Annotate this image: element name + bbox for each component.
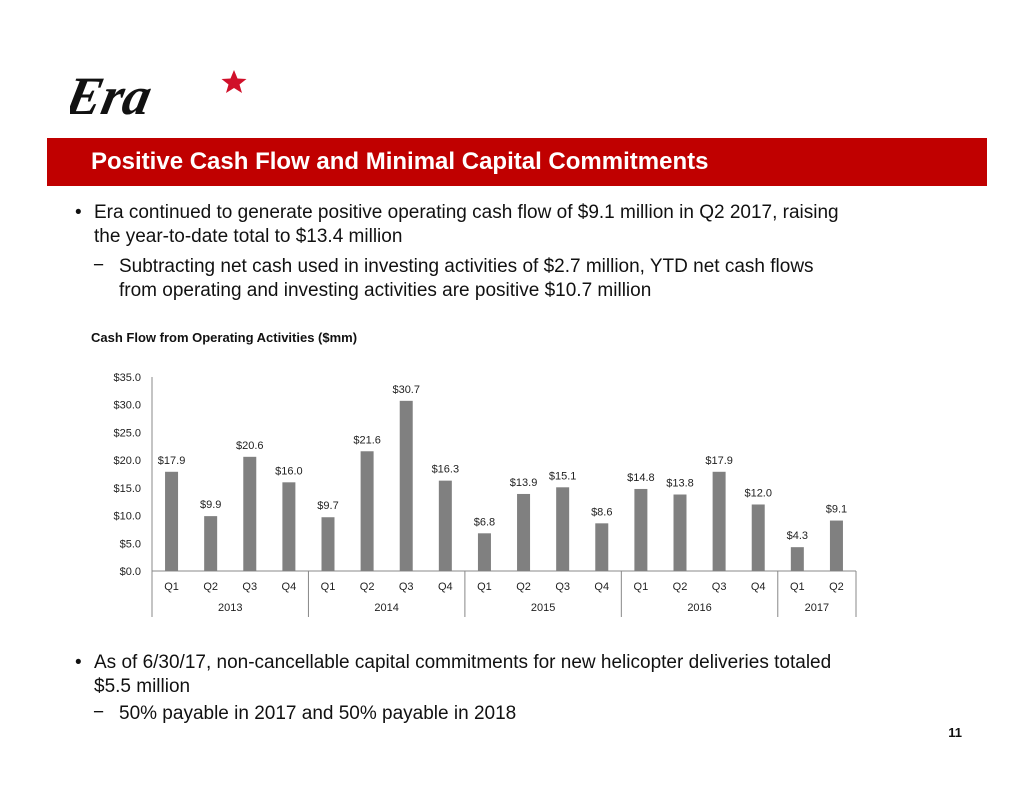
bar <box>360 451 374 571</box>
x-category-label: Q3 <box>242 581 257 593</box>
bar <box>282 482 296 571</box>
x-category-label: Q2 <box>203 581 218 593</box>
data-label: $13.9 <box>510 477 538 489</box>
sub-bullet-text-line: 50% payable in 2017 and 50% payable in 2… <box>119 703 517 724</box>
x-category-label: Q4 <box>282 581 297 593</box>
y-tick-label: $35.0 <box>113 372 141 384</box>
x-category-label: Q4 <box>594 581 609 593</box>
year-label: 2013 <box>218 602 242 614</box>
y-tick-label: $15.0 <box>113 483 141 495</box>
bullet-icon: • <box>75 652 82 673</box>
y-tick-label: $5.0 <box>120 538 141 550</box>
x-category-label: Q2 <box>360 581 375 593</box>
bar <box>517 493 531 571</box>
bullet-text-line: the year-to-date total to $13.4 million <box>94 226 403 247</box>
data-label: $17.9 <box>158 455 186 467</box>
logo-text: Era <box>70 66 157 124</box>
data-label: $20.6 <box>236 440 264 452</box>
y-tick-label: $25.0 <box>113 427 141 439</box>
year-label: 2014 <box>374 602 398 614</box>
bar <box>634 488 648 571</box>
data-label: $9.9 <box>200 499 221 511</box>
data-label: $15.1 <box>549 470 577 482</box>
x-category-label: Q4 <box>751 581 766 593</box>
bar <box>438 480 452 571</box>
bar <box>204 516 218 571</box>
dash-icon: − <box>93 702 105 723</box>
x-category-label: Q3 <box>555 581 570 593</box>
x-category-label: Q2 <box>829 581 844 593</box>
data-label: $9.1 <box>826 504 847 516</box>
title-bar: Positive Cash Flow and Minimal Capital C… <box>47 138 987 186</box>
data-label: $6.8 <box>474 516 495 528</box>
y-tick-label: $20.0 <box>113 455 141 467</box>
bar <box>477 533 491 571</box>
bar <box>790 547 804 571</box>
sub-bullet: − Subtracting net cash used in investing… <box>93 255 953 303</box>
data-label: $13.8 <box>666 478 694 490</box>
bar <box>321 517 335 571</box>
bullet-point: • Era continued to generate positive ope… <box>75 201 955 249</box>
data-label: $16.0 <box>275 465 303 477</box>
data-label: $9.7 <box>317 500 338 512</box>
dash-icon: − <box>93 255 105 276</box>
data-label: $21.6 <box>353 434 381 446</box>
x-category-label: Q1 <box>790 581 805 593</box>
x-category-label: Q1 <box>634 581 649 593</box>
x-category-label: Q2 <box>516 581 531 593</box>
bar <box>556 487 570 571</box>
bar <box>595 523 609 571</box>
year-label: 2017 <box>805 602 829 614</box>
x-category-label: Q3 <box>399 581 414 593</box>
data-label: $4.3 <box>787 530 808 542</box>
y-tick-label: $30.0 <box>113 400 141 412</box>
y-tick-label: $0.0 <box>120 566 141 578</box>
bar <box>165 471 179 571</box>
bar <box>243 456 257 571</box>
bullet-point: • As of 6/30/17, non-cancellable capital… <box>75 651 955 699</box>
x-category-label: Q1 <box>321 581 336 593</box>
sub-bullet-text-line: Subtracting net cash used in investing a… <box>119 256 814 277</box>
y-tick-label: $10.0 <box>113 511 141 523</box>
bar <box>751 504 765 571</box>
page-title: Positive Cash Flow and Minimal Capital C… <box>91 148 709 175</box>
bar <box>673 494 687 571</box>
chart-title: Cash Flow from Operating Activities ($mm… <box>91 330 358 345</box>
bar <box>399 400 413 571</box>
bar <box>712 471 726 571</box>
bar <box>829 520 843 571</box>
bullet-text-line: As of 6/30/17, non-cancellable capital c… <box>94 652 832 673</box>
data-label: $8.6 <box>591 506 612 518</box>
logo-star-icon <box>221 70 247 93</box>
x-category-label: Q2 <box>673 581 688 593</box>
year-label: 2016 <box>687 602 711 614</box>
era-logo-graphic: Era <box>59 66 247 126</box>
bullet-text-line: Era continued to generate positive opera… <box>94 202 839 223</box>
x-category-label: Q1 <box>164 581 179 593</box>
bullet-text-line: $5.5 million <box>94 676 191 697</box>
data-label: $30.7 <box>392 384 420 396</box>
sub-bullet: − 50% payable in 2017 and 50% payable in… <box>93 702 953 726</box>
data-label: $16.3 <box>432 464 460 476</box>
page-number: 11 <box>948 725 962 740</box>
bullet-icon: • <box>75 202 82 223</box>
era-logo: Era <box>59 62 260 126</box>
data-label: $17.9 <box>705 455 733 467</box>
data-label: $14.8 <box>627 472 655 484</box>
x-category-label: Q1 <box>477 581 492 593</box>
data-label: $12.0 <box>744 487 772 499</box>
x-category-label: Q4 <box>438 581 453 593</box>
sub-bullet-text-line: from operating and investing activities … <box>119 280 652 301</box>
year-label: 2015 <box>531 602 555 614</box>
x-category-label: Q3 <box>712 581 727 593</box>
